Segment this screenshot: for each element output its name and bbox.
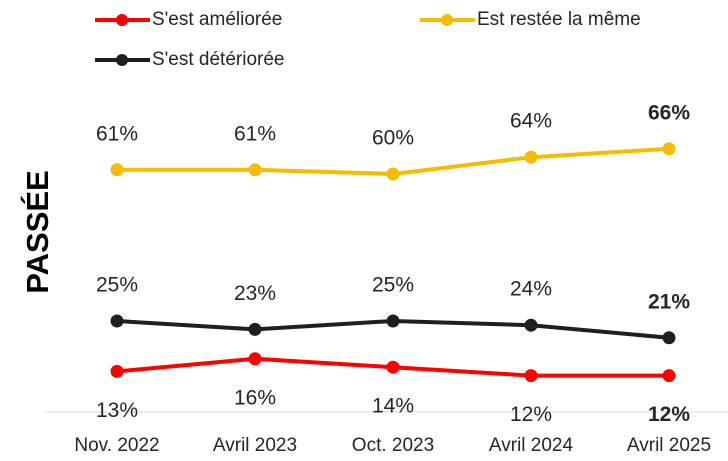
x-tick-label: Avril 2023 (213, 435, 297, 456)
data-point (248, 322, 262, 336)
legend-label: Est restée la même (477, 9, 641, 30)
data-point (248, 352, 262, 366)
data-point (386, 314, 400, 328)
data-point (662, 331, 676, 345)
data-point (110, 163, 124, 177)
data-label: 23% (234, 282, 276, 305)
data-point (662, 369, 676, 383)
data-label: 14% (372, 395, 414, 418)
data-point (248, 163, 262, 177)
data-point (524, 318, 538, 332)
data-point (524, 369, 538, 383)
data-point (110, 314, 124, 328)
data-label: 61% (234, 122, 276, 145)
x-tick-label: Avril 2024 (489, 435, 574, 456)
data-point (524, 150, 538, 164)
data-label: 61% (96, 122, 138, 145)
data-point (386, 360, 400, 374)
data-label: 16% (234, 386, 276, 409)
data-label: 66% (648, 101, 690, 124)
data-label: 12% (648, 403, 690, 426)
data-label: 25% (372, 274, 414, 297)
data-label: 12% (510, 403, 552, 426)
legend-label: S'est améliorée (152, 9, 282, 30)
x-tick-label: Nov. 2022 (74, 435, 159, 456)
data-point (386, 167, 400, 181)
y-axis-label: PASSÉE (20, 170, 55, 293)
legend-marker (116, 54, 128, 66)
data-label: 60% (372, 127, 414, 150)
data-label: 21% (648, 290, 690, 313)
x-tick-label: Avril 2025 (627, 435, 711, 456)
data-label: 25% (96, 274, 138, 297)
x-tick-label: Oct. 2023 (352, 435, 434, 456)
data-point (662, 142, 676, 156)
legend-marker (116, 14, 128, 26)
data-label: 24% (510, 278, 552, 301)
data-label: 13% (96, 399, 138, 422)
data-label: 64% (510, 110, 552, 133)
legend-marker (441, 14, 453, 26)
legend-label: S'est détériorée (152, 49, 284, 70)
data-point (110, 364, 124, 378)
